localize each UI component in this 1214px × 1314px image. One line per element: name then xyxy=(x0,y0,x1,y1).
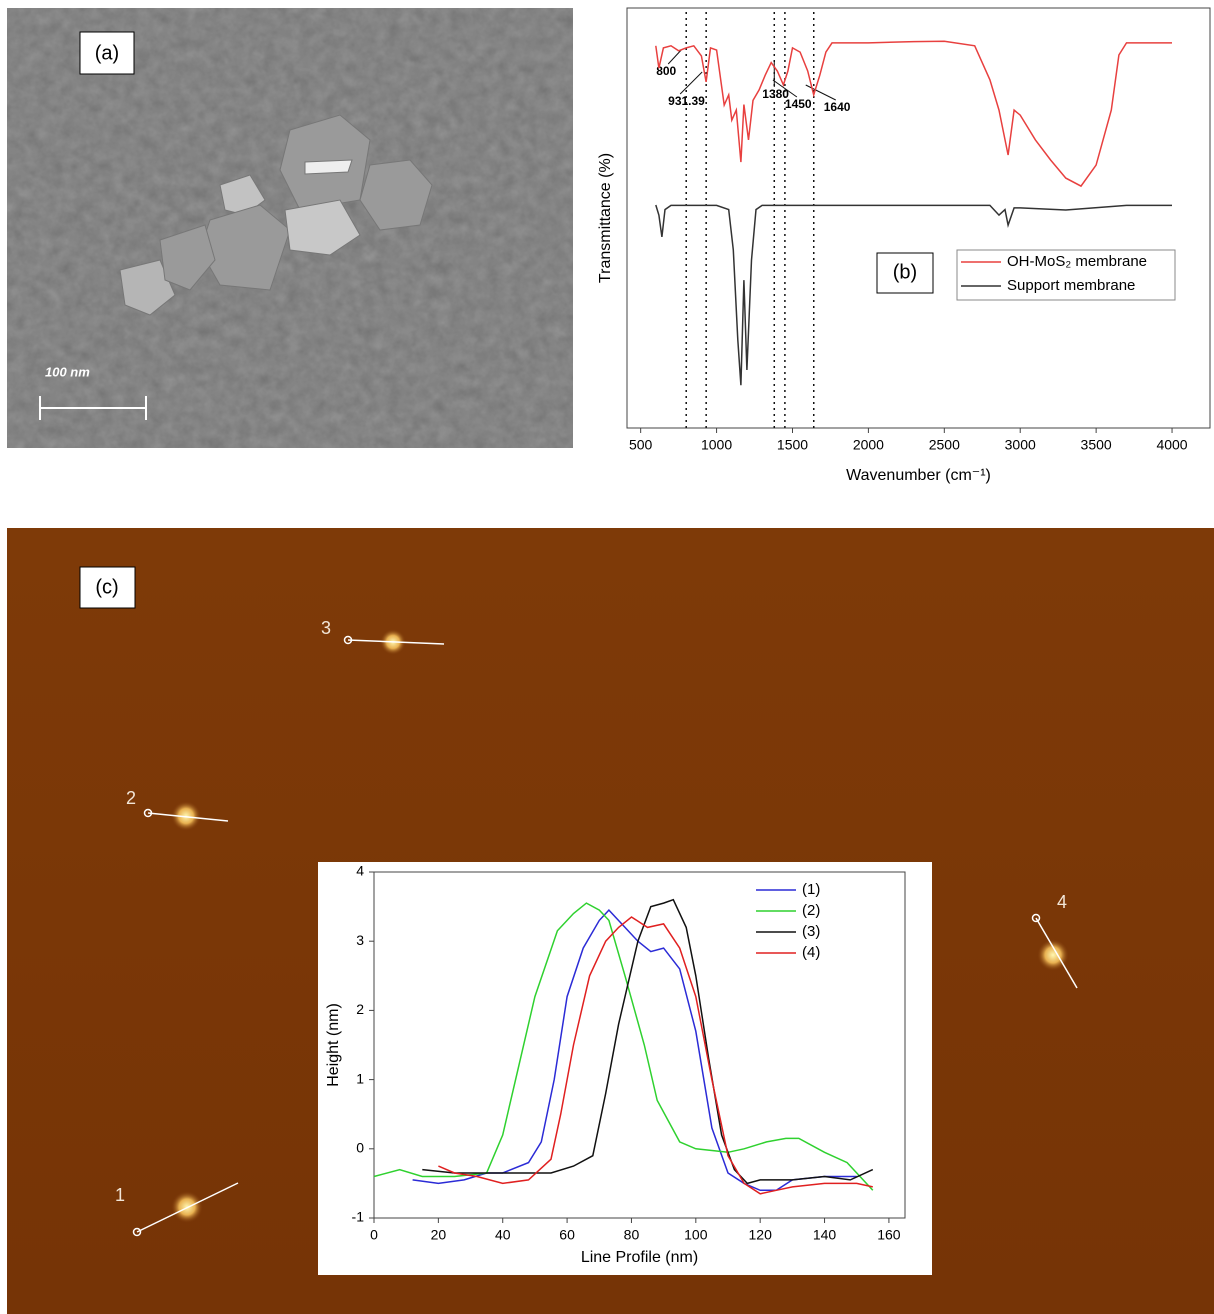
legend-label: Support membrane xyxy=(1007,277,1135,294)
flakes xyxy=(119,114,433,316)
annotation: 1450 xyxy=(785,97,812,111)
profile-lines xyxy=(132,635,1078,1237)
y-tick-label: 1 xyxy=(356,1070,364,1086)
marker-label: 4 xyxy=(1057,892,1067,912)
legend-label: (4) xyxy=(802,944,820,961)
marker-label: 1 xyxy=(115,1185,125,1205)
series-line xyxy=(412,908,857,1192)
series-line xyxy=(655,204,1172,386)
x-tick-label: 40 xyxy=(495,1227,511,1243)
y-axis-label: Transmittance (%) xyxy=(597,153,614,283)
legend-label: OH-MoS₂ membrane xyxy=(1007,253,1147,270)
particle xyxy=(1037,939,1069,971)
marker-label: 2 xyxy=(126,788,136,808)
annotation-arrow xyxy=(805,84,836,101)
x-axis-label: Line Profile (nm) xyxy=(581,1249,698,1266)
series-line xyxy=(373,902,874,1191)
x-tick-label: 60 xyxy=(559,1227,575,1243)
annotation: 931.39 xyxy=(668,94,705,108)
x-tick-label: 160 xyxy=(877,1227,901,1243)
annotation: 800 xyxy=(656,64,676,78)
panel-label-box xyxy=(79,566,136,609)
y-tick-label: 4 xyxy=(356,863,364,879)
legend-box xyxy=(956,249,1176,301)
annotation: 1640 xyxy=(824,100,851,114)
x-tick-label: 2000 xyxy=(853,437,884,453)
x-tick-label: 0 xyxy=(370,1227,378,1243)
panel-label: (a) xyxy=(95,42,119,64)
x-tick-label: 80 xyxy=(624,1227,640,1243)
plot-frame xyxy=(626,7,1211,429)
x-tick-label: 1000 xyxy=(701,437,732,453)
x-tick-label: 140 xyxy=(813,1227,837,1243)
x-tick-label: 120 xyxy=(749,1227,773,1243)
x-tick-label: 2500 xyxy=(929,437,960,453)
annotation-arrow xyxy=(772,79,798,98)
y-tick-label: 0 xyxy=(356,1140,364,1156)
annotation: 1380 xyxy=(762,87,789,101)
x-tick-label: 3000 xyxy=(1005,437,1036,453)
particle xyxy=(171,801,201,831)
x-tick-label: 500 xyxy=(629,437,653,453)
annotation-arrow xyxy=(667,49,682,65)
x-tick-label: 4000 xyxy=(1156,437,1187,453)
series-line xyxy=(422,898,874,1185)
afm-panel: 1 2 3 4 (c) xyxy=(7,528,1214,1314)
y-tick-label: 3 xyxy=(356,932,364,948)
inset-background xyxy=(318,862,932,1275)
x-tick-label: 1500 xyxy=(777,437,808,453)
x-tick-label: 100 xyxy=(684,1227,708,1243)
panel-label: (c) xyxy=(95,576,118,598)
plot-frame xyxy=(373,871,906,1219)
panel-label: (b) xyxy=(893,261,917,283)
legend-label: (2) xyxy=(802,902,820,919)
x-tick-label: 3500 xyxy=(1081,437,1112,453)
y-tick-label: -1 xyxy=(352,1209,365,1225)
scale-bar-label: 100 nm xyxy=(45,364,90,379)
panel-label-box xyxy=(876,252,934,294)
series-line xyxy=(655,40,1172,188)
legend-label: (1) xyxy=(802,881,820,898)
panel-label-box xyxy=(79,31,135,75)
x-tick-label: 20 xyxy=(431,1227,447,1243)
legend-label: (3) xyxy=(802,923,820,940)
scale-bar xyxy=(39,396,147,420)
annotation-arrow xyxy=(679,71,703,95)
series-line xyxy=(438,916,873,1195)
marker-label: 3 xyxy=(321,618,331,638)
y-tick-label: 2 xyxy=(356,1001,364,1017)
x-axis-label: Wavenumber (cm⁻¹) xyxy=(846,467,991,484)
y-axis-label: Height (nm) xyxy=(325,1003,342,1087)
sem-panel: (a) 100 nm xyxy=(7,8,573,448)
